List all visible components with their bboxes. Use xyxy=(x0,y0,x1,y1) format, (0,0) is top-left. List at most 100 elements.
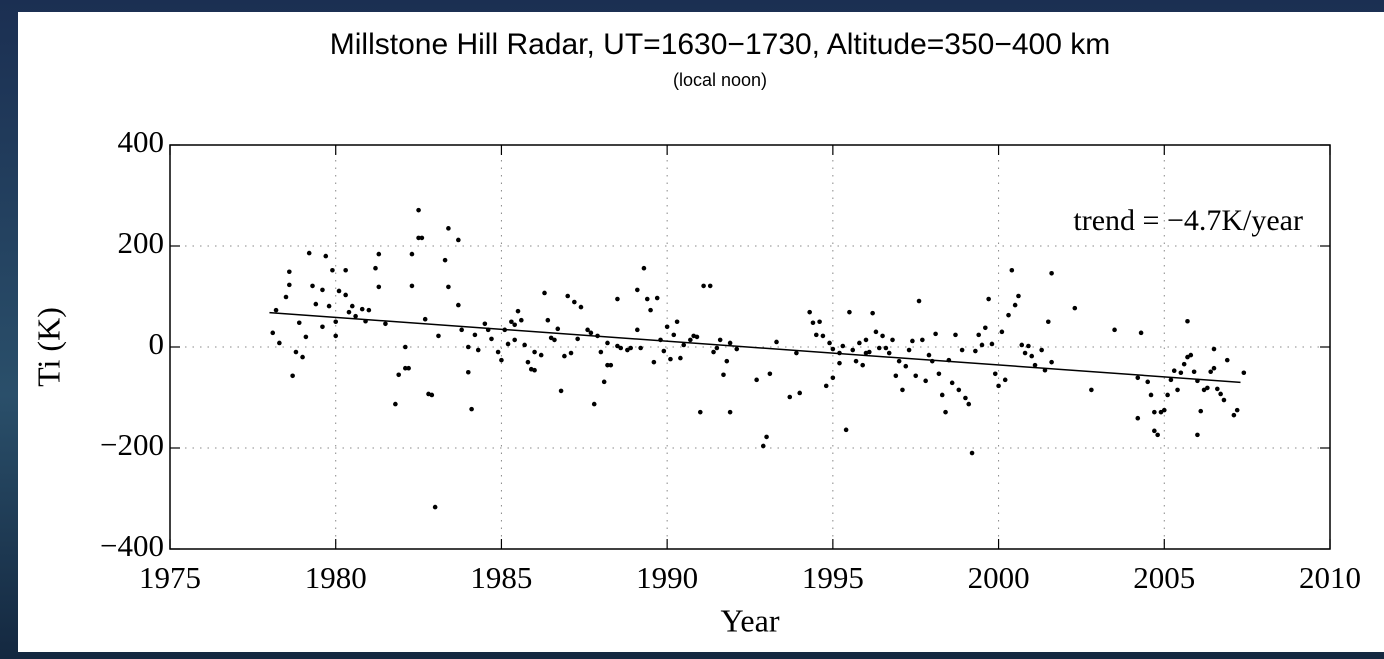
data-point xyxy=(1155,432,1160,438)
data-point xyxy=(727,340,733,346)
data-point xyxy=(552,337,557,343)
data-point xyxy=(840,343,846,349)
data-point xyxy=(568,350,574,356)
data-point xyxy=(366,307,372,313)
data-point xyxy=(509,319,514,325)
data-point xyxy=(635,287,640,293)
data-point xyxy=(966,401,972,407)
data-point xyxy=(903,363,909,369)
data-point xyxy=(436,333,441,339)
data-point xyxy=(760,443,766,449)
data-point xyxy=(900,387,905,393)
data-point xyxy=(373,265,378,271)
data-point xyxy=(459,327,464,333)
data-point xyxy=(880,333,885,339)
data-point xyxy=(1165,392,1170,398)
data-point xyxy=(522,342,527,348)
x-tick-label: 2000 xyxy=(968,560,1030,595)
data-point xyxy=(764,434,769,440)
data-point xyxy=(1152,409,1157,415)
data-point xyxy=(989,341,995,347)
x-tick-label: 1975 xyxy=(139,560,201,595)
data-point xyxy=(1185,318,1190,324)
data-point xyxy=(1022,350,1028,356)
data-point xyxy=(843,427,849,433)
data-point xyxy=(820,333,826,339)
data-point xyxy=(1195,432,1200,438)
data-point xyxy=(1045,319,1051,325)
data-point xyxy=(973,348,978,354)
data-point xyxy=(923,378,928,384)
data-point xyxy=(1148,392,1154,398)
data-point xyxy=(886,350,892,356)
data-point xyxy=(343,292,348,298)
data-point xyxy=(976,332,981,338)
y-tick-label: −400 xyxy=(100,528,164,563)
data-point xyxy=(287,282,292,288)
data-point xyxy=(601,379,607,385)
data-point xyxy=(661,348,667,354)
data-point xyxy=(953,332,958,338)
data-point xyxy=(628,345,633,351)
data-point xyxy=(1009,267,1015,273)
data-point xyxy=(926,352,932,358)
data-point xyxy=(830,346,836,352)
data-point xyxy=(548,335,554,341)
data-point xyxy=(1185,354,1190,360)
data-point xyxy=(1152,428,1157,434)
data-point xyxy=(346,309,352,315)
data-point xyxy=(482,321,488,327)
data-point xyxy=(1175,387,1180,393)
data-point xyxy=(1201,387,1207,393)
data-point xyxy=(701,283,706,289)
data-point xyxy=(890,337,895,343)
data-point xyxy=(956,387,962,393)
y-tick-label: 400 xyxy=(118,124,165,159)
data-point xyxy=(1145,379,1151,385)
data-point xyxy=(512,337,517,343)
data-point xyxy=(499,357,504,363)
data-point xyxy=(562,353,567,359)
data-point xyxy=(287,269,292,275)
data-point xyxy=(1135,415,1141,421)
data-point xyxy=(429,392,435,398)
data-point xyxy=(920,337,925,343)
data-point xyxy=(343,267,348,273)
data-point xyxy=(727,409,733,415)
data-point xyxy=(1032,362,1038,368)
data-point xyxy=(794,350,799,356)
y-tick-label: −200 xyxy=(100,427,164,462)
data-point xyxy=(860,362,865,368)
data-point xyxy=(416,207,421,213)
data-point xyxy=(1135,375,1141,381)
data-point xyxy=(863,337,869,343)
data-point xyxy=(933,331,938,337)
data-point xyxy=(393,401,398,407)
data-point xyxy=(913,373,919,379)
x-tick-label: 1985 xyxy=(470,560,532,595)
data-point xyxy=(615,296,620,302)
data-point xyxy=(697,409,703,415)
data-point xyxy=(996,383,1001,389)
data-point xyxy=(313,301,319,307)
data-point xyxy=(986,296,991,302)
data-point xyxy=(1019,342,1025,348)
data-point xyxy=(465,369,471,375)
data-point xyxy=(654,295,660,301)
data-point xyxy=(992,371,998,377)
data-point xyxy=(1171,368,1177,374)
data-point xyxy=(283,294,289,300)
data-point xyxy=(850,347,856,353)
data-point xyxy=(827,340,832,346)
data-point xyxy=(472,332,478,338)
x-tick-label: 1995 xyxy=(802,560,864,595)
data-point xyxy=(349,303,355,309)
data-point xyxy=(711,349,716,355)
data-point xyxy=(1191,369,1197,375)
data-point xyxy=(489,336,494,342)
data-point xyxy=(873,329,879,335)
data-point xyxy=(303,334,309,340)
data-point xyxy=(578,304,584,310)
data-point xyxy=(807,309,812,315)
